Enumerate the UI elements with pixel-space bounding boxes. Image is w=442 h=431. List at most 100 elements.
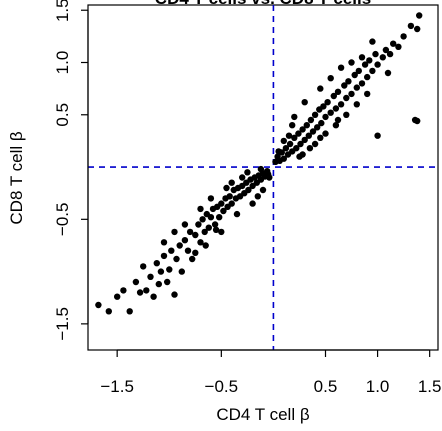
- data-point: [301, 136, 308, 144]
- chart-title: CD4 T cells vs. CD8 T cells: [155, 0, 371, 8]
- data-point: [223, 184, 230, 192]
- data-point: [176, 242, 183, 249]
- data-point: [199, 216, 206, 223]
- data-point: [126, 308, 133, 315]
- y-axis: −1.5 −0.5 0.5 1.0 1.5: [53, 0, 89, 341]
- data-point: [303, 122, 310, 129]
- data-point: [299, 151, 306, 158]
- data-point: [311, 111, 319, 119]
- data-point: [414, 25, 421, 33]
- data-point: [337, 101, 345, 108]
- data-point: [171, 228, 178, 236]
- data-point: [228, 200, 235, 207]
- data-point: [226, 193, 233, 200]
- data-point: [317, 85, 324, 92]
- data-point: [355, 67, 362, 75]
- data-point: [353, 101, 360, 108]
- data-point: [337, 64, 345, 71]
- data-point: [324, 99, 331, 106]
- data-point: [266, 174, 273, 181]
- data-point: [414, 117, 421, 125]
- data-point: [358, 80, 366, 87]
- data-point: [207, 195, 215, 202]
- data-point: [147, 273, 154, 280]
- data-point: [372, 50, 379, 58]
- x-tick-label: 0.5: [314, 377, 338, 396]
- data-point: [416, 12, 423, 19]
- data-point: [400, 33, 407, 40]
- data-point: [386, 50, 394, 58]
- data-point: [364, 73, 371, 81]
- data-point: [244, 169, 251, 176]
- data-point: [395, 43, 402, 50]
- data-point: [153, 260, 160, 267]
- data-point: [286, 140, 294, 148]
- data-point: [384, 69, 392, 77]
- data-point: [140, 263, 147, 270]
- x-tick-label: 1.0: [366, 377, 390, 396]
- data-point: [306, 145, 314, 152]
- data-point: [114, 293, 121, 300]
- data-point: [197, 239, 204, 246]
- y-tick-label: 0.5: [53, 103, 72, 127]
- data-point: [184, 247, 192, 254]
- data-point: [327, 109, 334, 116]
- data-point: [186, 228, 194, 236]
- x-tick-label: −1.5: [100, 377, 134, 396]
- data-point: [233, 210, 241, 218]
- data-point: [282, 145, 290, 152]
- data-point: [202, 242, 209, 249]
- data-point: [228, 179, 235, 186]
- data-point: [295, 130, 302, 137]
- data-point: [155, 280, 162, 288]
- data-point: [332, 105, 340, 112]
- data-point: [205, 224, 212, 231]
- data-point: [314, 124, 321, 131]
- x-axis-label: CD4 T cell β: [216, 405, 309, 424]
- data-point: [157, 268, 165, 275]
- x-tick-label: −0.5: [205, 377, 239, 396]
- data-point: [334, 88, 342, 96]
- data-point: [105, 308, 113, 315]
- y-tick-label: −0.5: [53, 203, 72, 237]
- data-point: [181, 237, 189, 244]
- data-point: [364, 90, 371, 98]
- data-point: [136, 289, 144, 296]
- data-point: [212, 226, 220, 233]
- data-point: [197, 205, 204, 213]
- data-point: [322, 130, 329, 137]
- data-point: [382, 46, 390, 54]
- data-point: [301, 99, 308, 106]
- data-point: [160, 239, 168, 246]
- data-point: [369, 38, 376, 45]
- data-point: [307, 116, 315, 124]
- data-point: [143, 287, 150, 294]
- data-point: [351, 71, 358, 79]
- data-point: [280, 155, 287, 162]
- data-point: [275, 148, 282, 155]
- y-tick-label: −1.5: [53, 307, 72, 341]
- data-point: [291, 113, 298, 121]
- data-point: [249, 200, 256, 207]
- data-point: [181, 221, 189, 228]
- data-point: [166, 266, 173, 273]
- data-point: [254, 193, 261, 200]
- data-point: [343, 111, 350, 119]
- data-point: [207, 214, 215, 221]
- data-points: [95, 12, 423, 315]
- data-point: [218, 200, 225, 207]
- data-point: [168, 247, 175, 254]
- data-point: [239, 174, 246, 181]
- data-point: [216, 214, 223, 221]
- data-point: [289, 122, 296, 129]
- data-point: [245, 186, 252, 194]
- data-point: [320, 103, 327, 110]
- data-point: [374, 132, 381, 139]
- data-point: [361, 61, 369, 68]
- data-point: [95, 301, 102, 309]
- data-point: [299, 126, 306, 133]
- data-point: [285, 132, 293, 139]
- data-point: [280, 137, 287, 145]
- data-point: [330, 92, 337, 100]
- data-point: [345, 78, 352, 85]
